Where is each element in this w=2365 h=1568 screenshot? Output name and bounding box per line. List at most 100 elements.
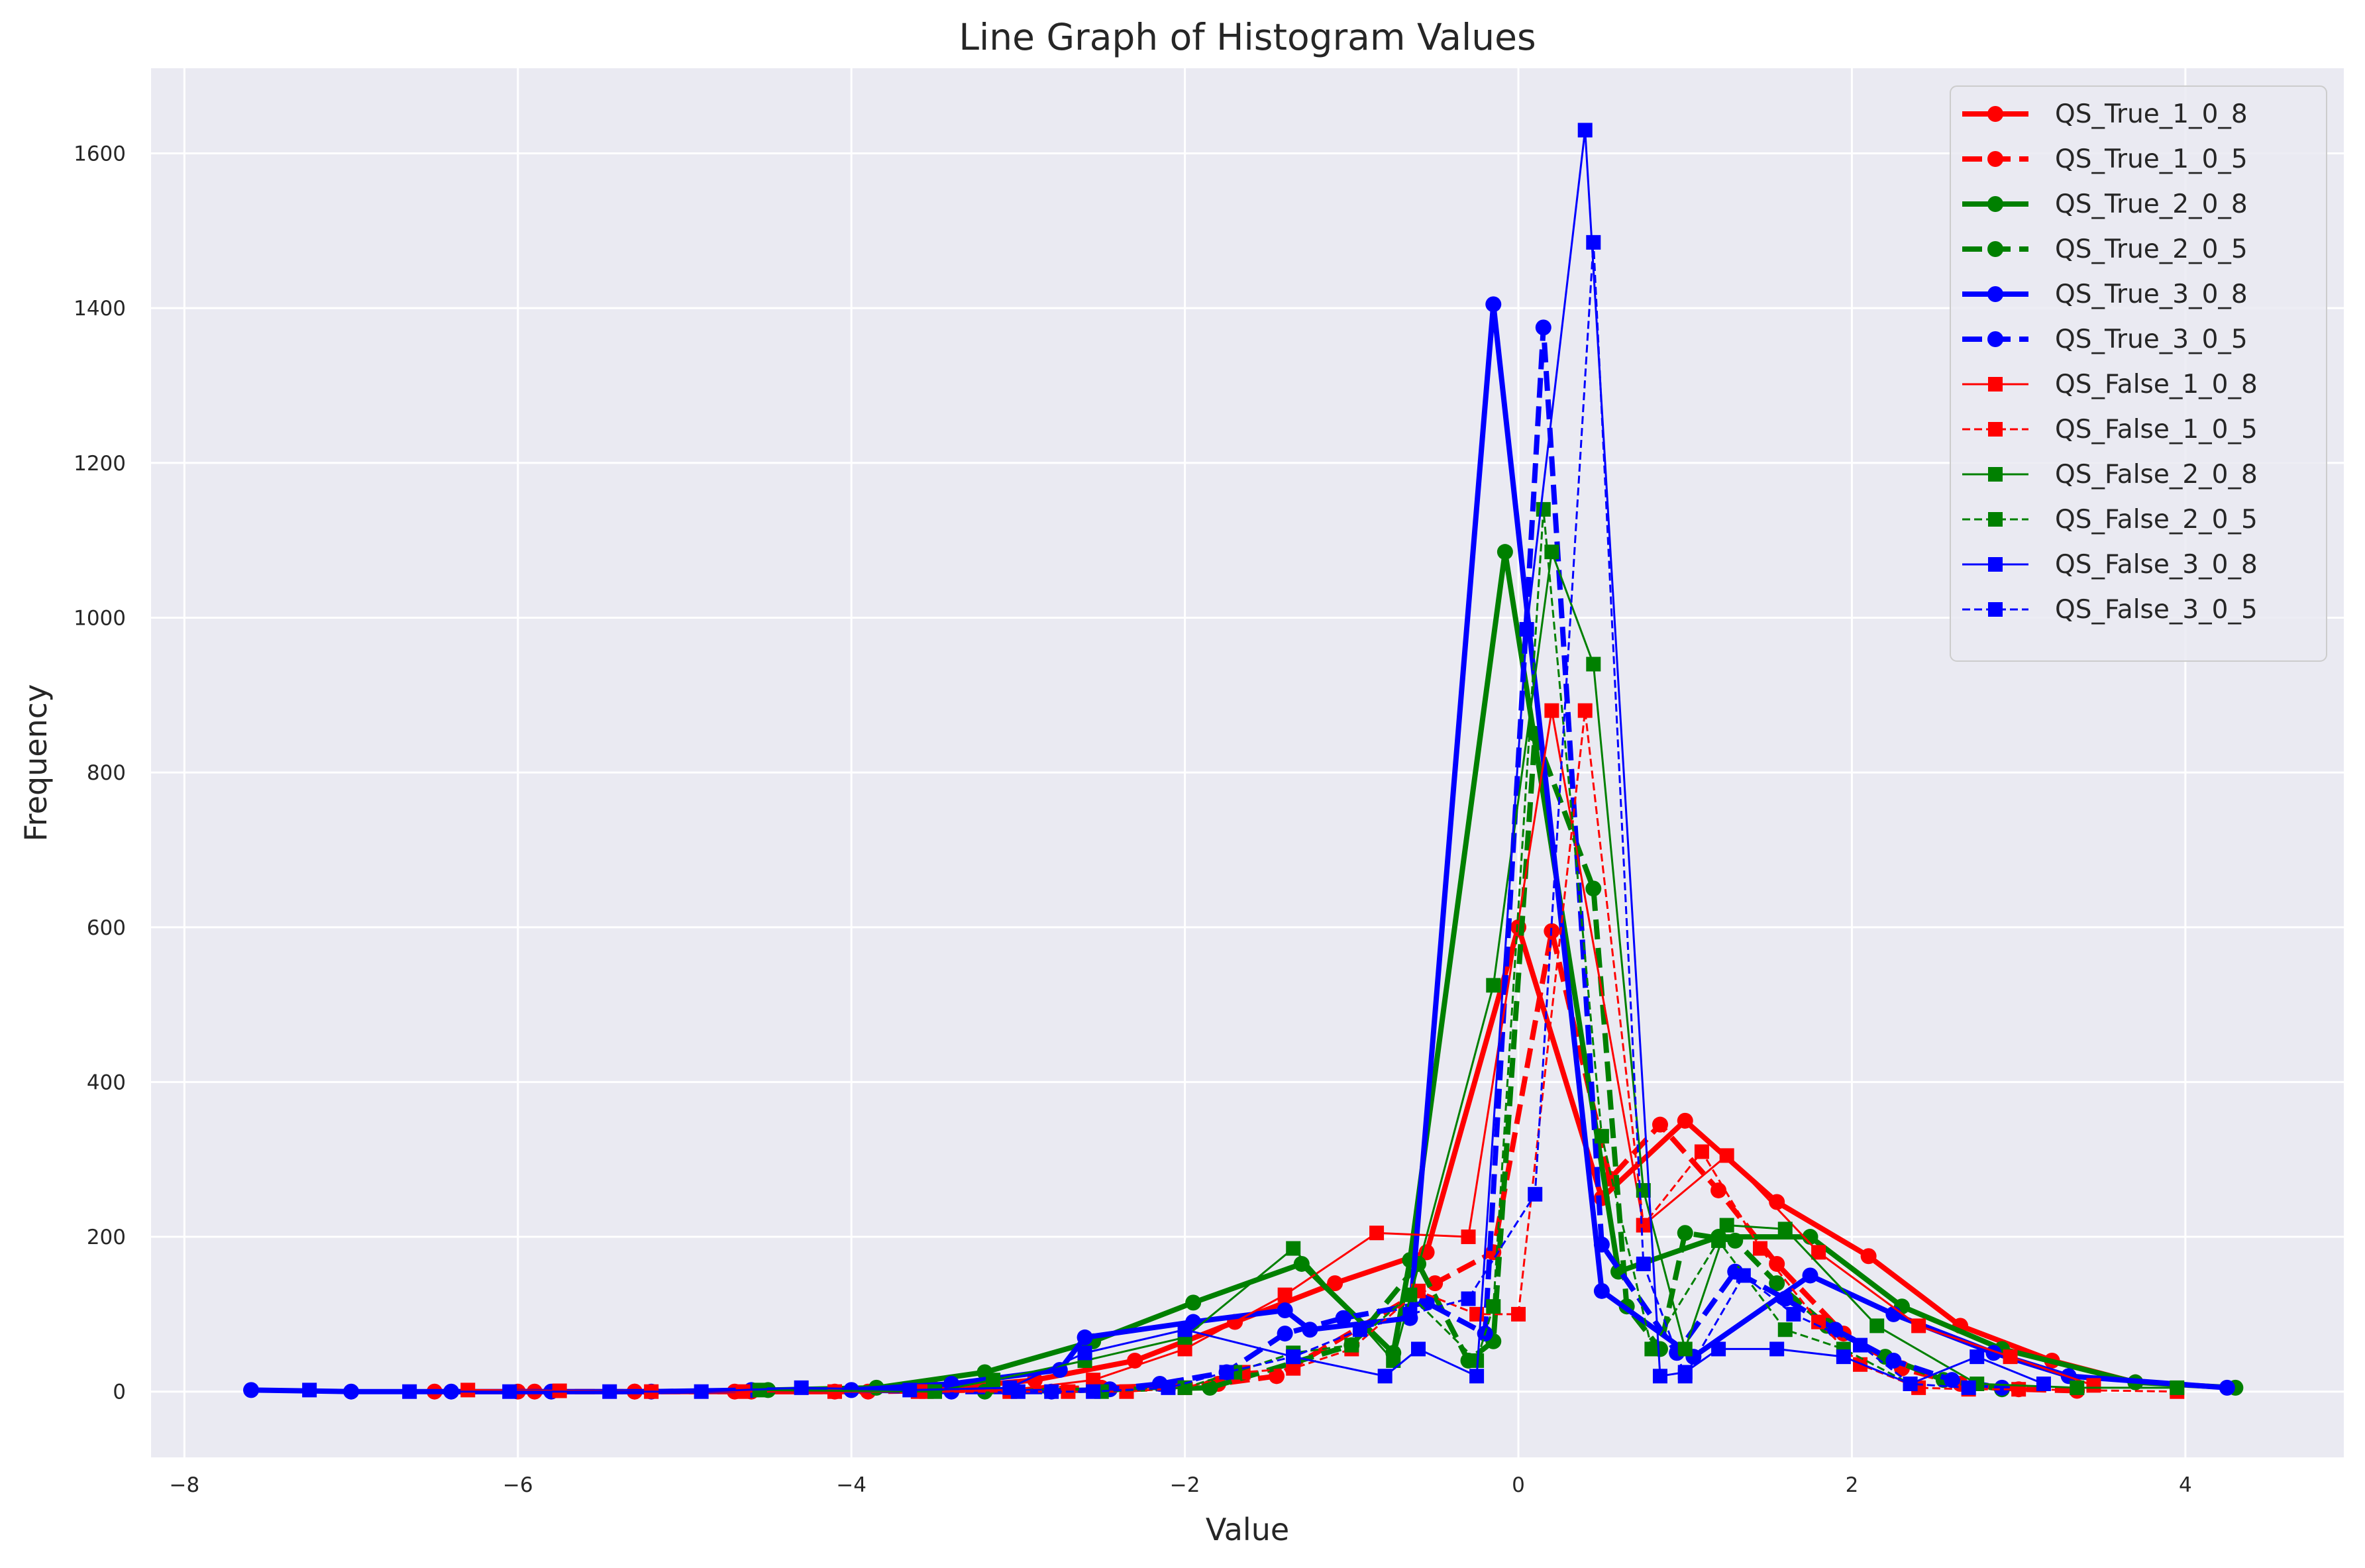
- series-layer: [243, 123, 2244, 1400]
- data-point: [1970, 1349, 1985, 1365]
- legend-marker: [1987, 331, 2003, 347]
- legend-label: QS_True_2_0_5: [2055, 235, 2248, 264]
- data-point: [1577, 703, 1593, 718]
- data-point: [1119, 1384, 1134, 1399]
- legend-label: QS_False_2_0_5: [2055, 505, 2258, 535]
- data-point: [2170, 1380, 2185, 1395]
- legend-marker: [1988, 377, 2003, 392]
- data-point: [1369, 1226, 1385, 1241]
- data-point: [1277, 1326, 1293, 1342]
- y-tick-label: 1400: [74, 297, 126, 321]
- legend-label: QS_True_1_0_5: [2055, 144, 2248, 174]
- legend-marker: [1988, 557, 2003, 572]
- legend-marker: [1987, 151, 2003, 167]
- legend-marker: [1987, 286, 2003, 302]
- data-point: [1677, 1225, 1693, 1241]
- x-tick-label: 0: [1512, 1473, 1525, 1497]
- data-point: [1944, 1372, 1960, 1388]
- data-point: [1577, 123, 1593, 138]
- data-point: [1677, 1341, 1693, 1357]
- data-point: [1585, 880, 1602, 897]
- data-point: [1711, 1233, 1726, 1248]
- data-point: [1769, 1275, 1785, 1292]
- data-point: [243, 1382, 260, 1398]
- data-point: [1644, 1341, 1659, 1357]
- legend-item: QS_True_2_0_8: [1962, 189, 2248, 219]
- data-point: [1836, 1349, 1851, 1365]
- legend-label: QS_False_1_0_8: [2055, 370, 2258, 399]
- y-tick-label: 200: [87, 1226, 126, 1249]
- data-point: [1802, 1267, 1818, 1284]
- legend-label: QS_False_3_0_8: [2055, 550, 2258, 580]
- data-point: [602, 1384, 617, 1399]
- data-point: [1677, 1112, 1693, 1129]
- data-point: [927, 1384, 943, 1399]
- data-point: [1293, 1255, 1310, 1272]
- data-point: [1593, 1236, 1610, 1253]
- legend-marker: [1988, 602, 2003, 617]
- tick-labels: −8 −6 −4 −2 0 2 4 0 200 400 600 800 1000 1200 1400 1600: [74, 142, 2192, 1497]
- data-point: [460, 1383, 476, 1398]
- data-point: [1993, 1379, 2010, 1396]
- y-axis-title: Frequency: [18, 684, 54, 842]
- legend-marker: [1988, 512, 2003, 527]
- data-point: [1885, 1352, 1902, 1369]
- data-point: [1811, 1314, 1826, 1330]
- data-point: [1869, 1318, 1885, 1333]
- data-point: [1344, 1337, 1359, 1353]
- data-point: [1486, 978, 1501, 993]
- legend-item: QS_True_1_0_5: [1962, 144, 2248, 174]
- series-line: [1018, 241, 1969, 1393]
- y-tick-label: 400: [87, 1071, 126, 1094]
- data-point: [1469, 1369, 1485, 1384]
- data-point: [1802, 1229, 1818, 1245]
- series-qs-false-1-0-8: [460, 703, 2101, 1399]
- legend-label: QS_False_3_0_5: [2055, 595, 2258, 625]
- data-point: [2003, 1349, 2018, 1365]
- data-point: [794, 1380, 809, 1395]
- data-point: [1177, 1341, 1192, 1357]
- data-point: [1694, 1144, 1709, 1159]
- data-point: [1777, 1222, 1793, 1237]
- x-tick-label: 2: [1846, 1473, 1859, 1497]
- data-point: [1277, 1287, 1292, 1302]
- data-point: [1461, 1291, 1476, 1306]
- data-point: [1402, 1306, 1418, 1322]
- legend-label: QS_False_2_0_8: [2055, 460, 2258, 490]
- data-point: [1528, 1186, 1543, 1202]
- data-point: [1711, 1341, 1726, 1357]
- data-point: [1853, 1337, 1868, 1353]
- legend-label: QS_False_1_0_5: [2055, 415, 2258, 444]
- data-point: [2011, 1382, 2026, 1397]
- data-point: [1586, 235, 1601, 250]
- data-point: [1086, 1373, 1101, 1388]
- y-tick-label: 600: [87, 916, 126, 940]
- data-point: [1636, 1218, 1651, 1233]
- data-point: [302, 1383, 317, 1398]
- data-point: [1044, 1384, 1059, 1399]
- data-point: [1202, 1379, 1218, 1396]
- legend-label: QS_True_1_0_8: [2055, 99, 2248, 129]
- data-point: [1511, 1306, 1526, 1322]
- data-point: [1335, 1310, 1351, 1326]
- data-point: [1352, 1322, 1367, 1337]
- data-point: [1719, 1148, 1734, 1163]
- data-point: [1535, 319, 1551, 336]
- data-point: [735, 1384, 751, 1399]
- data-point: [1777, 1290, 1793, 1307]
- x-tick-label: −8: [169, 1473, 199, 1497]
- x-tick-label: −4: [836, 1473, 867, 1497]
- data-point: [1961, 1380, 1976, 1395]
- data-point: [1536, 501, 1551, 517]
- data-point: [1177, 1322, 1192, 1337]
- legend-item: QS_True_2_0_5: [1962, 235, 2248, 264]
- data-point: [1586, 656, 1601, 672]
- y-tick-label: 0: [113, 1381, 126, 1404]
- data-point: [1719, 1218, 1734, 1233]
- legend-marker: [1987, 196, 2003, 212]
- series-qs-false-3-0-5: [1010, 235, 1976, 1399]
- data-point: [1677, 1369, 1693, 1384]
- legend-item: QS_False_2_0_5: [1962, 505, 2258, 535]
- legend-item: QS_True_1_0_8: [1962, 99, 2248, 129]
- data-point: [1185, 1294, 1202, 1311]
